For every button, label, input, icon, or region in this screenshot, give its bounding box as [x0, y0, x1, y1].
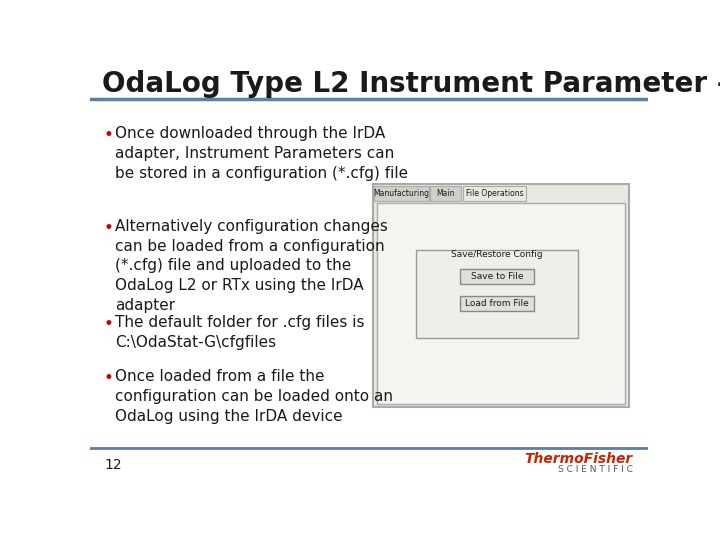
Text: Save/Restore Config: Save/Restore Config [451, 249, 543, 259]
Text: Once loaded from a file the
configuration can be loaded onto an
OdaLog using the: Once loaded from a file the configuratio… [114, 369, 393, 423]
Text: ThermoFisher: ThermoFisher [524, 452, 632, 466]
FancyBboxPatch shape [415, 249, 578, 338]
FancyBboxPatch shape [377, 204, 625, 403]
FancyBboxPatch shape [460, 296, 534, 311]
Text: Main: Main [436, 189, 455, 198]
FancyBboxPatch shape [431, 186, 462, 201]
FancyBboxPatch shape [374, 186, 428, 201]
Text: •: • [104, 219, 114, 237]
Text: •: • [104, 369, 114, 387]
Text: 12: 12 [104, 458, 122, 472]
Text: Once downloaded through the IrDA
adapter, Instrument Parameters can
be stored in: Once downloaded through the IrDA adapter… [114, 126, 408, 181]
Text: The default folder for .cfg files is
C:\OdaStat-G\cfgfiles: The default folder for .cfg files is C:\… [114, 315, 364, 350]
FancyBboxPatch shape [463, 186, 526, 201]
FancyBboxPatch shape [373, 184, 629, 408]
Text: Save to File: Save to File [471, 272, 523, 281]
Text: S C I E N T I F I C: S C I E N T I F I C [557, 464, 632, 474]
Text: Alternatively configuration changes
can be loaded from a configuration
(*.cfg) f: Alternatively configuration changes can … [114, 219, 387, 313]
Text: •: • [104, 315, 114, 333]
Text: Manufacturing: Manufacturing [374, 189, 430, 198]
FancyBboxPatch shape [460, 269, 534, 284]
Text: File Operations: File Operations [466, 189, 523, 198]
Text: •: • [104, 126, 114, 144]
Text: OdaLog Type L2 Instrument Parameter – File Operations: OdaLog Type L2 Instrument Parameter – Fi… [102, 70, 720, 98]
Text: Load from File: Load from File [465, 299, 528, 308]
